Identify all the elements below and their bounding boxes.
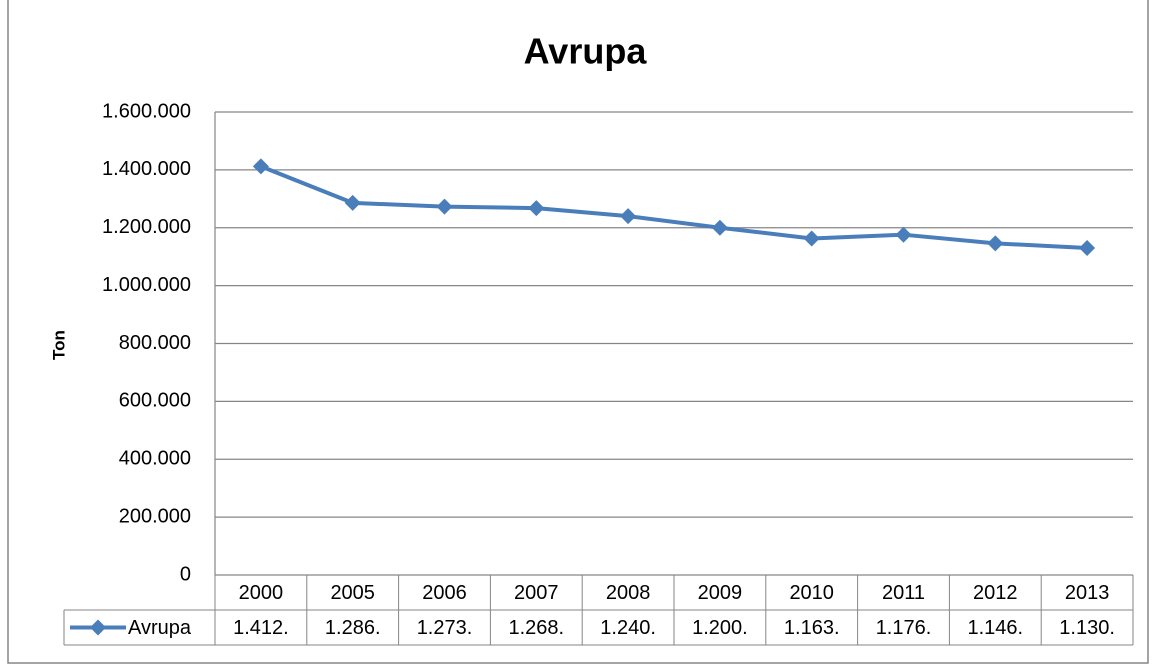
marker [987, 235, 1004, 252]
marker [803, 230, 820, 247]
y-tick-label: 400.000 [119, 448, 191, 470]
y-tick-label: 1.000.000 [102, 274, 191, 296]
x-tick-label: 2000 [239, 582, 284, 604]
x-tick-label: 2010 [789, 582, 834, 604]
table-value: 1.273. [417, 617, 473, 639]
table-value: 1.130. [1059, 617, 1115, 639]
y-axis-title: Ton [49, 330, 68, 360]
x-tick-label: 2005 [330, 582, 375, 604]
table-value: 1.240. [600, 617, 656, 639]
marker [711, 219, 728, 236]
marker [528, 200, 545, 217]
chart-border [7, 0, 1149, 664]
marker [344, 194, 361, 211]
x-tick-label: 2013 [1065, 582, 1110, 604]
chart-title: Avrupa [524, 31, 648, 72]
x-tick-label: 2007 [514, 582, 559, 604]
table-value: 1.176. [876, 617, 932, 639]
legend-marker [90, 619, 106, 636]
x-tick-label: 2006 [422, 582, 467, 604]
y-tick-label: 600.000 [119, 390, 191, 412]
marker [895, 226, 912, 243]
table-value: 1.268. [508, 617, 564, 639]
y-tick-label: 0 [180, 563, 191, 585]
table-value: 1.412. [233, 617, 289, 639]
marker [620, 208, 637, 225]
series-line [260, 164, 1088, 251]
x-tick-label: 2012 [973, 582, 1018, 604]
y-tick-label: 1.200.000 [102, 216, 191, 238]
x-tick-label: 2008 [606, 582, 651, 604]
legend-label: Avrupa [128, 617, 192, 639]
table-value: 1.163. [784, 617, 840, 639]
table-value: 1.200. [692, 617, 748, 639]
table-value: 1.286. [325, 617, 381, 639]
y-tick-label: 800.000 [119, 332, 191, 354]
y-tick-label: 1.400.000 [102, 158, 191, 180]
table-value: 1.146. [967, 617, 1023, 639]
marker [436, 198, 453, 215]
marker [1079, 240, 1096, 257]
y-tick-label: 1.600.000 [102, 100, 191, 122]
marker [252, 158, 269, 175]
x-tick-label: 2009 [698, 582, 743, 604]
x-tick-label: 2011 [882, 582, 925, 604]
y-tick-label: 200.000 [119, 505, 191, 527]
